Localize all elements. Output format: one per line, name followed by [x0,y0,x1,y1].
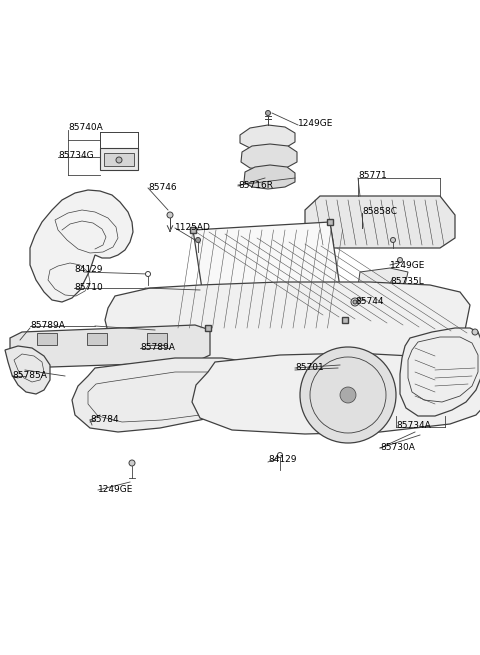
Text: 85784: 85784 [90,415,119,424]
Text: 1249GE: 1249GE [298,119,334,128]
Text: 1249GE: 1249GE [98,485,133,495]
Polygon shape [400,328,480,416]
Text: 85734A: 85734A [396,422,431,430]
Circle shape [340,387,356,403]
Circle shape [351,298,359,306]
Circle shape [265,111,271,115]
Text: 85710: 85710 [74,284,103,293]
Polygon shape [147,333,167,345]
Circle shape [397,257,403,263]
Text: 1249GE: 1249GE [390,261,425,269]
Text: 85789A: 85789A [140,343,175,352]
Polygon shape [37,333,57,345]
Polygon shape [240,125,295,150]
Circle shape [391,238,396,242]
Polygon shape [193,222,345,328]
Polygon shape [358,268,408,290]
Text: 85789A: 85789A [30,322,65,331]
Polygon shape [104,153,134,166]
Polygon shape [192,353,480,434]
Text: 84129: 84129 [268,455,297,464]
Polygon shape [241,144,297,170]
Circle shape [167,212,173,218]
Text: 85858C: 85858C [362,208,397,217]
Text: 85740A: 85740A [68,124,103,132]
Polygon shape [100,148,138,170]
Text: 85785A: 85785A [12,371,47,381]
Circle shape [195,238,201,242]
Polygon shape [30,190,133,302]
Text: 1125AD: 1125AD [175,223,211,233]
Text: 85746: 85746 [148,183,177,191]
Circle shape [145,272,151,276]
Polygon shape [87,333,107,345]
Polygon shape [105,282,470,364]
Circle shape [116,157,122,163]
Circle shape [353,300,357,304]
Text: 85771: 85771 [358,172,387,181]
Circle shape [472,329,478,335]
Text: 85735L: 85735L [390,278,424,286]
Polygon shape [5,346,50,394]
Polygon shape [10,325,210,368]
Circle shape [277,453,283,457]
Polygon shape [244,165,295,189]
Text: 85701: 85701 [295,364,324,373]
Circle shape [129,460,135,466]
Text: 85730A: 85730A [380,443,415,453]
Text: 85744: 85744 [355,297,384,307]
Text: 84129: 84129 [74,265,103,274]
Text: 85734G: 85734G [58,151,94,160]
Polygon shape [305,196,455,248]
Polygon shape [72,358,265,432]
Text: 85716R: 85716R [238,181,273,189]
Circle shape [300,347,396,443]
